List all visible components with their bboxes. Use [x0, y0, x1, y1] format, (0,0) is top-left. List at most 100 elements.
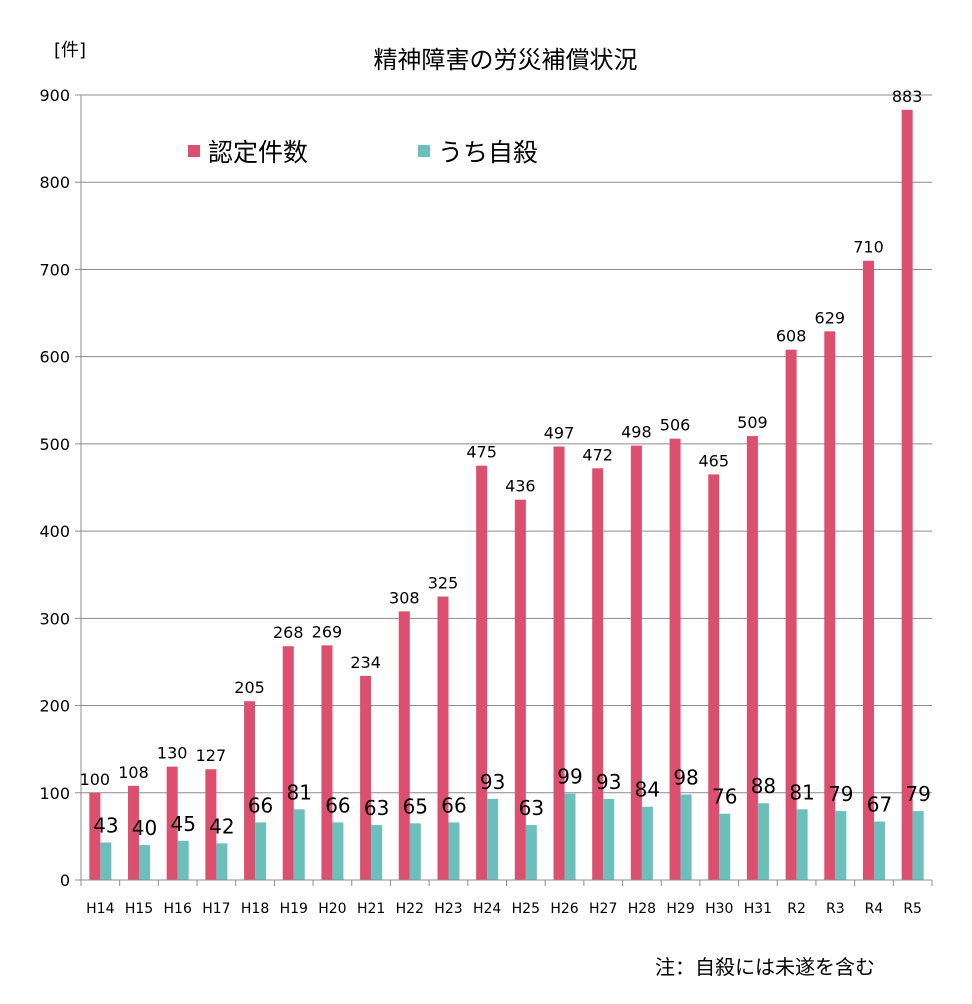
x-tick-label: H22 [396, 901, 424, 917]
bar-certified [282, 646, 294, 880]
bar-certified [89, 792, 101, 880]
data-label-suicide: 81 [287, 780, 312, 804]
x-tick-label: H20 [318, 901, 346, 917]
data-label-suicide: 93 [596, 770, 621, 794]
y-tick-label: 900 [39, 86, 70, 105]
data-label-suicide: 66 [441, 793, 466, 817]
bar-certified [166, 766, 178, 880]
bar-certified [553, 446, 565, 880]
x-tick-label: H18 [241, 901, 269, 917]
y-tick-label: 0 [60, 871, 70, 890]
y-tick-label: 600 [39, 348, 70, 367]
x-tick-label: H15 [125, 901, 153, 917]
data-label-suicide: 66 [325, 793, 350, 817]
bar-suicide [680, 794, 692, 880]
data-label-suicide: 45 [170, 812, 195, 836]
bar-suicide [255, 822, 267, 880]
data-label-suicide: 63 [519, 796, 544, 820]
data-label-certified: 268 [273, 623, 304, 642]
x-tick-label: H19 [280, 901, 308, 917]
x-tick-label: R4 [865, 901, 884, 917]
data-labels: 100 43 108 40 130 45 127 42 205 66 268 81 269 66 234 63… [80, 87, 931, 840]
x-tick-label: H31 [744, 901, 772, 917]
data-label-certified: 629 [815, 308, 846, 327]
bar-suicide [525, 825, 537, 880]
legend-swatch-suicide [418, 145, 430, 157]
legend-item-suicide: うち自殺 [418, 133, 538, 169]
bar-suicide [293, 809, 305, 880]
x-tick-label: H14 [86, 901, 114, 917]
data-label-certified: 472 [582, 445, 613, 464]
data-label-suicide: 79 [828, 782, 853, 806]
bar-certified [205, 769, 217, 880]
x-tick-label: H27 [589, 901, 617, 917]
data-label-certified: 498 [621, 423, 652, 442]
bar-suicide [448, 822, 460, 880]
data-label-certified: 234 [350, 653, 381, 672]
bar-suicide [409, 823, 421, 880]
bar-certified [514, 499, 526, 880]
y-axis: 0 100 200 300 400 500 600 700 800 900 [39, 86, 82, 890]
data-label-certified: 475 [466, 443, 497, 462]
data-label-suicide: 40 [132, 816, 157, 840]
x-tick-label: H24 [473, 901, 501, 917]
y-tick-label: 100 [39, 784, 70, 803]
bar-certified [437, 596, 449, 880]
bar-suicide [139, 845, 151, 880]
data-label-certified: 497 [544, 424, 575, 443]
legend-label-certified: 認定件数 [208, 138, 309, 167]
data-label-certified: 325 [428, 574, 459, 593]
data-label-certified: 710 [853, 238, 884, 257]
bar-suicide [371, 825, 383, 880]
y-tick-label: 300 [39, 609, 70, 628]
x-tick-label: H30 [705, 901, 733, 917]
bar-certified [862, 260, 874, 880]
data-label-suicide: 65 [403, 794, 428, 818]
bar-suicide [603, 798, 615, 880]
data-label-certified: 509 [737, 413, 768, 432]
bars [89, 109, 924, 881]
x-tick-label: R2 [787, 901, 806, 917]
y-tick-label: 500 [39, 435, 70, 454]
bar-certified [360, 675, 372, 880]
data-label-certified: 883 [892, 87, 923, 106]
x-tick-label: H17 [202, 901, 230, 917]
data-label-certified: 608 [776, 327, 807, 346]
y-tick-label: 800 [39, 173, 70, 192]
y-tick-label: 400 [39, 522, 70, 541]
data-label-suicide: 93 [480, 770, 505, 794]
bar-suicide [216, 843, 228, 880]
x-tick-label: R3 [826, 901, 845, 917]
bar-certified [321, 645, 333, 880]
data-label-suicide: 79 [905, 782, 930, 806]
data-label-suicide: 43 [93, 813, 118, 837]
data-label-suicide: 76 [712, 785, 737, 809]
bar-certified [244, 701, 256, 880]
y-tick-label: 200 [39, 697, 70, 716]
data-label-certified: 308 [389, 588, 420, 607]
data-label-suicide: 88 [751, 774, 776, 798]
x-tick-label: H21 [357, 901, 385, 917]
data-label-certified: 127 [196, 746, 227, 765]
bar-certified [708, 474, 720, 880]
bar-certified [476, 465, 488, 880]
x-tick-label: R5 [903, 901, 922, 917]
y-tick-label: 700 [39, 260, 70, 279]
bar-suicide [487, 798, 499, 880]
bar-suicide [873, 821, 885, 880]
data-label-suicide: 84 [635, 778, 660, 802]
bar-certified [901, 109, 913, 881]
bar-certified [398, 611, 410, 880]
data-label-suicide: 42 [209, 814, 234, 838]
bar-certified [669, 438, 681, 880]
footnote: 注：自殺には未遂を含む [655, 955, 875, 979]
x-axis: H14 H15 H16 H17 H18 H19 H20 H21 H22 H23 H24 H25 H26 H… [80, 879, 933, 917]
x-tick-label: H23 [434, 901, 462, 917]
data-label-certified: 506 [660, 416, 691, 435]
unit-label: [件] [54, 40, 87, 61]
data-label-certified: 269 [312, 622, 343, 641]
data-label-certified: 130 [157, 744, 188, 763]
data-label-suicide: 63 [364, 796, 389, 820]
data-label-certified: 465 [698, 451, 729, 470]
